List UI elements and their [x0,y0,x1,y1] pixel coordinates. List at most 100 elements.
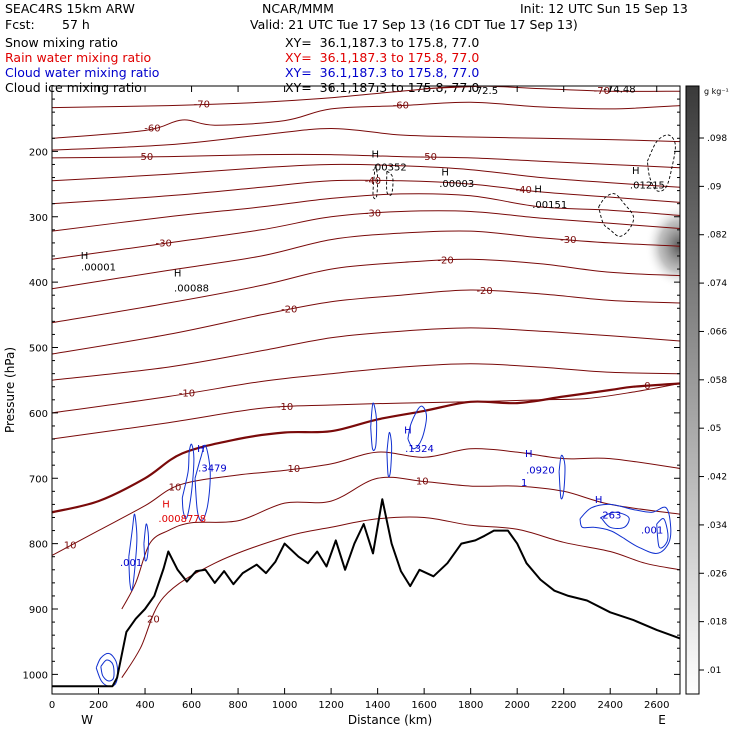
x-tick-label: 1400 [365,700,390,711]
snow-shading-0 [645,203,680,289]
snow-shading-layer [645,203,680,289]
temperature-contour-8 [52,193,680,232]
contour-level-label: -50 [421,152,437,163]
y-tick-label: 900 [29,605,48,616]
contour-level-label: 0 [644,381,650,392]
cloud-water-contour-0 [181,443,195,520]
cloud-water-contour-6 [407,405,428,450]
field-max-label: H [632,166,640,177]
field-name-rain: Rain water mixing ratio [5,50,152,65]
temperature-contour-2 [52,86,680,109]
field-max-label: .01215 [630,180,665,191]
field-xy-cloud-ice: XY= 36.1,187.3 to 175.8, 77.0 [285,80,480,95]
cloud-ice-contour-3 [646,134,676,192]
temperature-contour-14 [52,363,680,414]
cloud-water-contour-5 [386,431,393,478]
valid-time: Valid: 21 UTC Tue 17 Sep 13 (16 CDT Tue … [250,17,578,32]
y-axis-title: Pressure (hPa) [3,347,17,433]
field-max-label: H [81,251,89,262]
field-xy-snow: XY= 36.1,187.3 to 175.8, 77.0 [285,35,480,50]
colorbar-tick-label: .05 [707,424,721,434]
colorbar-unit: g kg⁻¹ [704,87,729,96]
x-tick-label: 1000 [272,700,297,711]
contour-level-label: 10 [169,483,182,494]
contour-layer [52,86,680,687]
field-max-label: H [441,167,449,178]
temperature-contour-16 [52,382,680,514]
cloud-water-contour-2 [128,513,138,592]
cloud-water-contour-8 [579,503,672,554]
contour-level-label: 10 [64,541,77,552]
colorbar-ramp [685,85,700,695]
y-tick-label: 1000 [23,670,48,681]
x-axis-title: Distance (km) [348,713,432,727]
x-end-label-west: W [81,713,93,727]
field-name-snow: Snow mixing ratio [5,35,118,50]
x-tick-label: 800 [229,700,248,711]
cloud-water-contour-4 [370,402,378,451]
field-max-label: .00352 [372,163,407,174]
colorbar: g kg⁻¹ .098 .09 .082 .074 .066 .058 .05 .042 .03… [685,85,729,695]
field-max-label: .1324 [405,444,434,455]
colorbar-tick-label: .034 [707,521,727,531]
contour-level-label: -20 [437,255,453,266]
x-tick-label: 600 [182,700,201,711]
cloud-ice-contour-1 [386,170,394,196]
colorbar-tick-label: .066 [707,327,727,337]
contour-level-label: -20 [476,286,492,297]
x-tick-label: 400 [135,700,154,711]
cloud-water-contour-3 [143,523,150,562]
field-max-label: H [197,444,205,455]
x-tick-label: 0 [49,700,55,711]
x-tick-label: 2400 [597,700,622,711]
y-tick-label: 400 [29,278,48,289]
y-tick-label: 300 [29,213,48,224]
x-tick-label: 2200 [551,700,576,711]
field-max-label: .263 [599,511,621,522]
field-max-label: .0008778 [158,514,206,525]
x-tick-label: 1800 [458,700,483,711]
x-tick-label: 200 [89,700,108,711]
colorbar-tick-label: .042 [707,473,727,483]
contour-level-label: -30 [365,209,381,220]
colorbar-tick-label: .018 [707,618,727,628]
org-label: NCAR/MMM [262,1,334,16]
cloud-water-contour-10 [656,518,669,549]
temperature-contour-12 [52,289,680,355]
contour-level-label: -40 [365,176,381,187]
axis-layer: 0 200 400 600 800 1000 1200 1400 1600 1800 2000 220… [23,85,680,711]
x-end-label-east: E [658,713,666,727]
terrain-line [52,498,680,688]
contour-level-label: 10 [288,464,301,475]
field-max-label: .00151 [532,200,567,211]
temperature-contour-10 [52,230,680,290]
contour-level-label: -10 [277,402,293,413]
field-name-cloud-water: Cloud water mixing ratio [5,65,160,80]
field-max-label: .00001 [81,263,116,274]
temperature-contour-15 [52,383,680,440]
cloud-water-contour-7 [558,454,566,500]
colorbar-tick-label: .082 [707,231,727,241]
colorbar-tick-label: .09 [707,182,722,192]
temperature-contour-18 [121,476,680,610]
y-tick-label: 500 [29,344,48,355]
label-layer: -60 -60 -50 -50 -40 -40 -30 -30 -30 -20 -20 -20 -10 -… [64,84,665,625]
temperature-contour-9 [52,210,680,260]
x-tick-label: 2000 [504,700,529,711]
temperature-contour-7 [52,179,680,205]
x-tick-label: 1200 [318,700,343,711]
colorbar-tick-label: .058 [707,376,727,386]
y-tick-label: 700 [29,474,48,485]
x-tick-label: 2600 [644,700,669,711]
contour-level-label: -20 [281,305,297,316]
field-max-label: H [174,269,182,280]
contour-level-label: 10 [416,476,429,487]
contour-level-label: 20 [147,615,160,626]
cloud-water-contour-9 [600,511,630,529]
fcst-hours: 57 h [62,17,90,32]
field-xy-cloud-water: XY= 36.1,187.3 to 175.8, 77.0 [285,65,480,80]
field-max-label: .0920 [526,465,555,476]
init-time: Init: 12 UTC Sun 15 Sep 13 [520,1,688,16]
field-max-label: H [404,426,412,437]
model-title: SEAC4RS 15km ARW [5,1,135,16]
